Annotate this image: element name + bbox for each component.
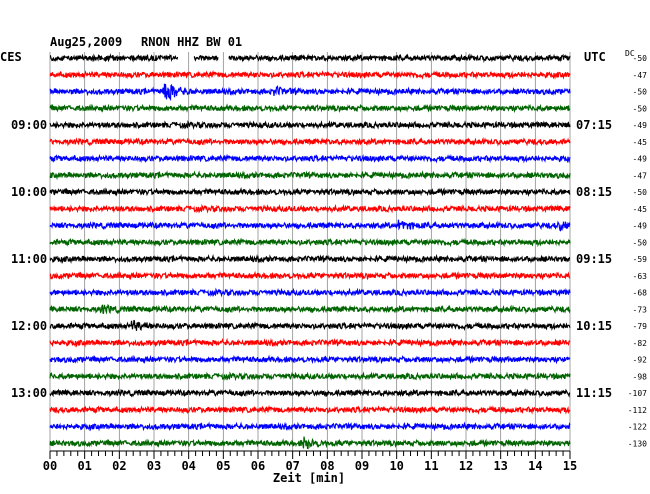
right-time-label: 10:15 (576, 319, 612, 333)
right-time-label: 09:15 (576, 252, 612, 266)
x-tick-label: 15 (563, 459, 577, 473)
right-time-label: 08:15 (576, 185, 612, 199)
seismogram-traces (49, 53, 571, 450)
trace-line (49, 404, 571, 415)
x-tick-label: 05 (216, 459, 230, 473)
dc-offset-label: -50 (633, 238, 648, 247)
dc-offset-label: -47 (633, 71, 648, 80)
trace-line (49, 219, 571, 232)
x-tick-label: 09 (355, 459, 369, 473)
trace-line (49, 153, 571, 164)
x-tick-label: 12 (459, 459, 473, 473)
dc-offset-label: -45 (633, 138, 648, 147)
trace-line (49, 237, 571, 248)
left-hour-label: 13:00 (11, 386, 47, 400)
dc-offset-label: -92 (633, 356, 648, 365)
trace-line (49, 103, 571, 114)
x-tick-label: 04 (181, 459, 195, 473)
trace-line (49, 287, 571, 298)
x-axis: 00 01 02 03 04 05 06 07 08 09 10 11 12 13 14 15 (43, 450, 577, 473)
dc-offset-label: -79 (633, 322, 648, 331)
dc-offset-labels: -50 -47 -50 -50 -49 -45 -49 -47 -50 -45 -49 -50 -59 -… (628, 54, 647, 448)
right-time-label: 07:15 (576, 118, 612, 132)
dc-offset-label: -107 (628, 389, 647, 398)
dc-offset-label: -47 (633, 171, 648, 180)
x-tick-label: 01 (77, 459, 91, 473)
trace-line (49, 436, 571, 450)
x-tick-label: 02 (112, 459, 126, 473)
x-axis-label: Zeit [min] (273, 471, 345, 485)
dc-offset-label: -49 (633, 155, 648, 164)
x-tick-label: 00 (43, 459, 57, 473)
dc-offset-label: -45 (633, 205, 648, 214)
left-hour-label: 12:00 (11, 319, 47, 333)
trace-line (49, 186, 571, 197)
x-tick-label: 03 (147, 459, 161, 473)
trace-line (49, 303, 571, 315)
trace-line (49, 253, 571, 265)
dc-offset-label: -63 (633, 272, 648, 281)
trace-line (49, 69, 571, 80)
trace-line (49, 319, 571, 332)
x-tick-label: 14 (528, 459, 542, 473)
trace-line (49, 270, 571, 281)
trace-line (49, 388, 571, 398)
left-hour-label: 11:00 (11, 252, 47, 266)
trace-line (49, 371, 571, 382)
x-tick-label: 08 (320, 459, 334, 473)
station-channel: RNON HHZ BW 01 (141, 35, 242, 49)
dc-offset-label: -59 (633, 255, 648, 264)
x-tick-label: 07 (285, 459, 299, 473)
dc-offset-label: -122 (628, 423, 647, 432)
dc-offset-label: -49 (633, 121, 648, 130)
dc-offset-label: -98 (633, 372, 648, 381)
dc-offset-label: -50 (633, 88, 648, 97)
trace-line (49, 136, 571, 147)
trace-line (49, 421, 571, 432)
recording-date: Aug25,2009 (50, 35, 122, 49)
trace-line (49, 120, 571, 130)
dc-offset-label: -49 (633, 222, 648, 231)
dc-offset-label: -112 (628, 406, 647, 415)
trace-line (49, 337, 571, 348)
right-time-label: 11:15 (576, 386, 612, 400)
vertical-gridlines (49, 52, 571, 452)
dc-offset-label: -130 (628, 439, 647, 448)
trace-line (49, 354, 571, 365)
trace-line (49, 83, 571, 102)
x-tick-label: 10 (389, 459, 403, 473)
x-tick-label: 06 (251, 459, 265, 473)
dc-offset-label: -73 (633, 305, 648, 314)
left-hour-label: 10:00 (11, 185, 47, 199)
trace-line (49, 170, 571, 181)
dc-offset-label: -82 (633, 339, 648, 348)
left-timezone-label: CES (0, 50, 22, 64)
left-hour-labels: 09:00 10:00 11:00 12:00 13:00 (11, 118, 47, 400)
dc-offset-label: -50 (633, 54, 648, 63)
trace-line (49, 53, 571, 63)
dc-offset-label: -50 (633, 188, 648, 197)
left-hour-label: 09:00 (11, 118, 47, 132)
x-tick-label: 11 (424, 459, 438, 473)
dc-offset-label: -50 (633, 104, 648, 113)
trace-line (49, 203, 571, 214)
dc-offset-label: -68 (633, 289, 648, 298)
right-time-labels: 07:15 08:15 09:15 10:15 11:15 (576, 118, 612, 400)
x-tick-label: 13 (493, 459, 507, 473)
right-timezone-label: UTC (584, 50, 606, 64)
dc-offset-header: DC (625, 49, 635, 58)
